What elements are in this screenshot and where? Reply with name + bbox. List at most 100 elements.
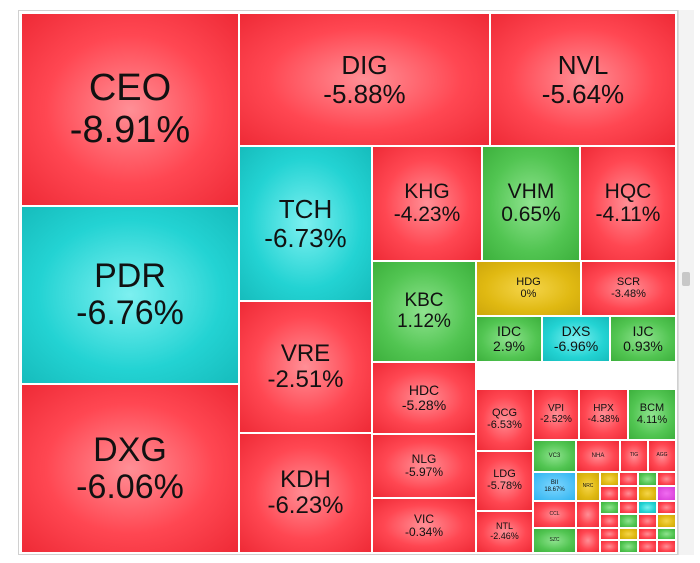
small-stock-tile[interactable]: [619, 472, 638, 486]
tile-idc[interactable]: IDC 2.9%: [476, 316, 542, 362]
ticker-label: HDG: [516, 275, 541, 288]
ticker-label: HQC: [604, 179, 652, 203]
tile-ceo[interactable]: CEO -8.91%: [21, 13, 239, 206]
tile-tig[interactable]: TIG: [620, 440, 648, 472]
ticker-label: CCL: [549, 510, 560, 517]
small-stock-tile[interactable]: [600, 472, 619, 486]
ticker-label: VPI: [547, 402, 565, 414]
ticker-label: NHA: [591, 452, 605, 459]
tile-ijc[interactable]: IJC 0.93%: [610, 316, 676, 362]
small-stock-tile[interactable]: [638, 514, 657, 528]
small-stock-tile[interactable]: [638, 540, 657, 553]
small-stock-tile[interactable]: [576, 528, 600, 553]
ticker-label: VIC: [413, 511, 434, 526]
ticker-label: KDH: [280, 466, 331, 494]
ticker-label: AGG: [656, 452, 668, 459]
tile-vic[interactable]: VIC -0.34%: [372, 498, 476, 553]
change-label: -8.91%: [69, 108, 191, 151]
change-label: -6.06%: [76, 467, 184, 506]
ticker-label: TCH: [278, 194, 333, 225]
tile-hdg[interactable]: HDG 0%: [476, 261, 581, 316]
vertical-scrollbar[interactable]: [678, 10, 694, 555]
tile-dxg[interactable]: DXG -6.06%: [21, 384, 239, 553]
tile-vre[interactable]: VRE -2.51%: [239, 301, 372, 433]
small-stock-tile[interactable]: [638, 528, 657, 540]
tile-ccl[interactable]: CCL: [533, 501, 576, 528]
tile-vhm[interactable]: VHM 0.65%: [482, 146, 580, 261]
change-label: 2.9%: [493, 338, 525, 354]
ticker-label: DXG: [93, 430, 167, 469]
small-stock-tile[interactable]: [600, 528, 619, 540]
tile-nrc[interactable]: NRC: [576, 472, 600, 501]
tile-szc[interactable]: SZC: [533, 528, 576, 553]
ticker-label: VRE: [280, 340, 331, 368]
small-stock-tile[interactable]: [619, 514, 638, 528]
small-stock-tile[interactable]: [638, 501, 657, 514]
change-label: -6.76%: [76, 294, 184, 332]
tile-vc3[interactable]: VC3: [533, 440, 576, 472]
change-label: -3.48%: [611, 287, 646, 300]
small-stock-tile[interactable]: [619, 540, 638, 553]
ticker-label: NTL: [495, 521, 513, 532]
small-stock-tile[interactable]: [638, 472, 657, 486]
small-stock-tile[interactable]: [638, 486, 657, 501]
tile-scr[interactable]: SCR -3.48%: [581, 261, 676, 316]
tile-tch[interactable]: TCH -6.73%: [239, 146, 372, 301]
change-label: 1.12%: [397, 310, 451, 332]
tile-nlg[interactable]: NLG -5.97%: [372, 434, 476, 498]
small-stock-tile[interactable]: [600, 540, 619, 553]
small-stock-tile[interactable]: [600, 514, 619, 528]
tile-qcg[interactable]: QCG -6.53%: [476, 389, 533, 451]
small-stock-tile[interactable]: [576, 501, 600, 528]
tile-ntl[interactable]: NTL -2.46%: [476, 511, 533, 553]
ticker-label: DIG: [341, 50, 388, 81]
change-label: -2.51%: [267, 366, 344, 393]
tile-nha[interactable]: NHA: [576, 440, 620, 472]
small-stock-tile[interactable]: [657, 540, 676, 553]
small-stock-tile[interactable]: [657, 486, 676, 501]
small-stock-tile[interactable]: [600, 501, 619, 514]
tile-dxs[interactable]: DXS -6.96%: [542, 316, 610, 362]
tile-hpx[interactable]: HPX -4.38%: [579, 389, 628, 440]
change-label: -6.73%: [264, 222, 347, 253]
change-label: -5.64%: [541, 78, 625, 109]
change-label: 0.65%: [501, 202, 561, 226]
tile-agg[interactable]: AGG: [648, 440, 676, 472]
tile-khg[interactable]: KHG -4.23%: [372, 146, 482, 261]
small-stock-tile[interactable]: [657, 514, 676, 528]
small-stock-tile[interactable]: [657, 472, 676, 486]
tile-bcm[interactable]: BCM 4.11%: [628, 389, 676, 440]
scrollbar-thumb[interactable]: [682, 272, 690, 286]
tile-dig[interactable]: DIG -5.88%: [239, 13, 490, 146]
ticker-label: KHG: [404, 179, 450, 203]
tile-kbc[interactable]: KBC 1.12%: [372, 261, 476, 362]
change-label: 18.67%: [544, 486, 565, 493]
ticker-label: VC3: [548, 452, 561, 459]
change-label: -5.88%: [323, 78, 406, 109]
tile-hqc[interactable]: HQC -4.11%: [580, 146, 676, 261]
tile-kdh[interactable]: KDH -6.23%: [239, 433, 372, 553]
change-label: -5.28%: [401, 397, 447, 413]
change-label: -6.23%: [267, 492, 344, 519]
change-label: -4.23%: [393, 202, 461, 226]
ticker-label: NRC: [582, 482, 594, 489]
change-label: 0%: [520, 287, 537, 300]
tile-vpi[interactable]: VPI -2.52%: [533, 389, 579, 440]
tile-hdc[interactable]: HDC -5.28%: [372, 362, 476, 434]
small-stock-tile[interactable]: [619, 528, 638, 540]
small-stock-tile[interactable]: [600, 486, 619, 501]
small-stock-tile[interactable]: [657, 501, 676, 514]
ticker-label: SZC: [549, 536, 560, 543]
tile-pdr[interactable]: PDR -6.76%: [21, 206, 239, 384]
ticker-label: KBC: [404, 289, 444, 311]
tile-ldg[interactable]: LDG -5.78%: [476, 451, 533, 511]
small-stock-tile[interactable]: [619, 501, 638, 514]
tile-nvl[interactable]: NVL -5.64%: [490, 13, 676, 146]
change-label: 0.93%: [623, 338, 663, 354]
small-stock-tile[interactable]: [657, 528, 676, 540]
small-stock-tile[interactable]: [619, 486, 638, 501]
change-label: -0.34%: [404, 524, 444, 539]
tile-bii[interactable]: BII 18.67%: [533, 472, 576, 501]
change-label: -2.52%: [540, 413, 572, 425]
